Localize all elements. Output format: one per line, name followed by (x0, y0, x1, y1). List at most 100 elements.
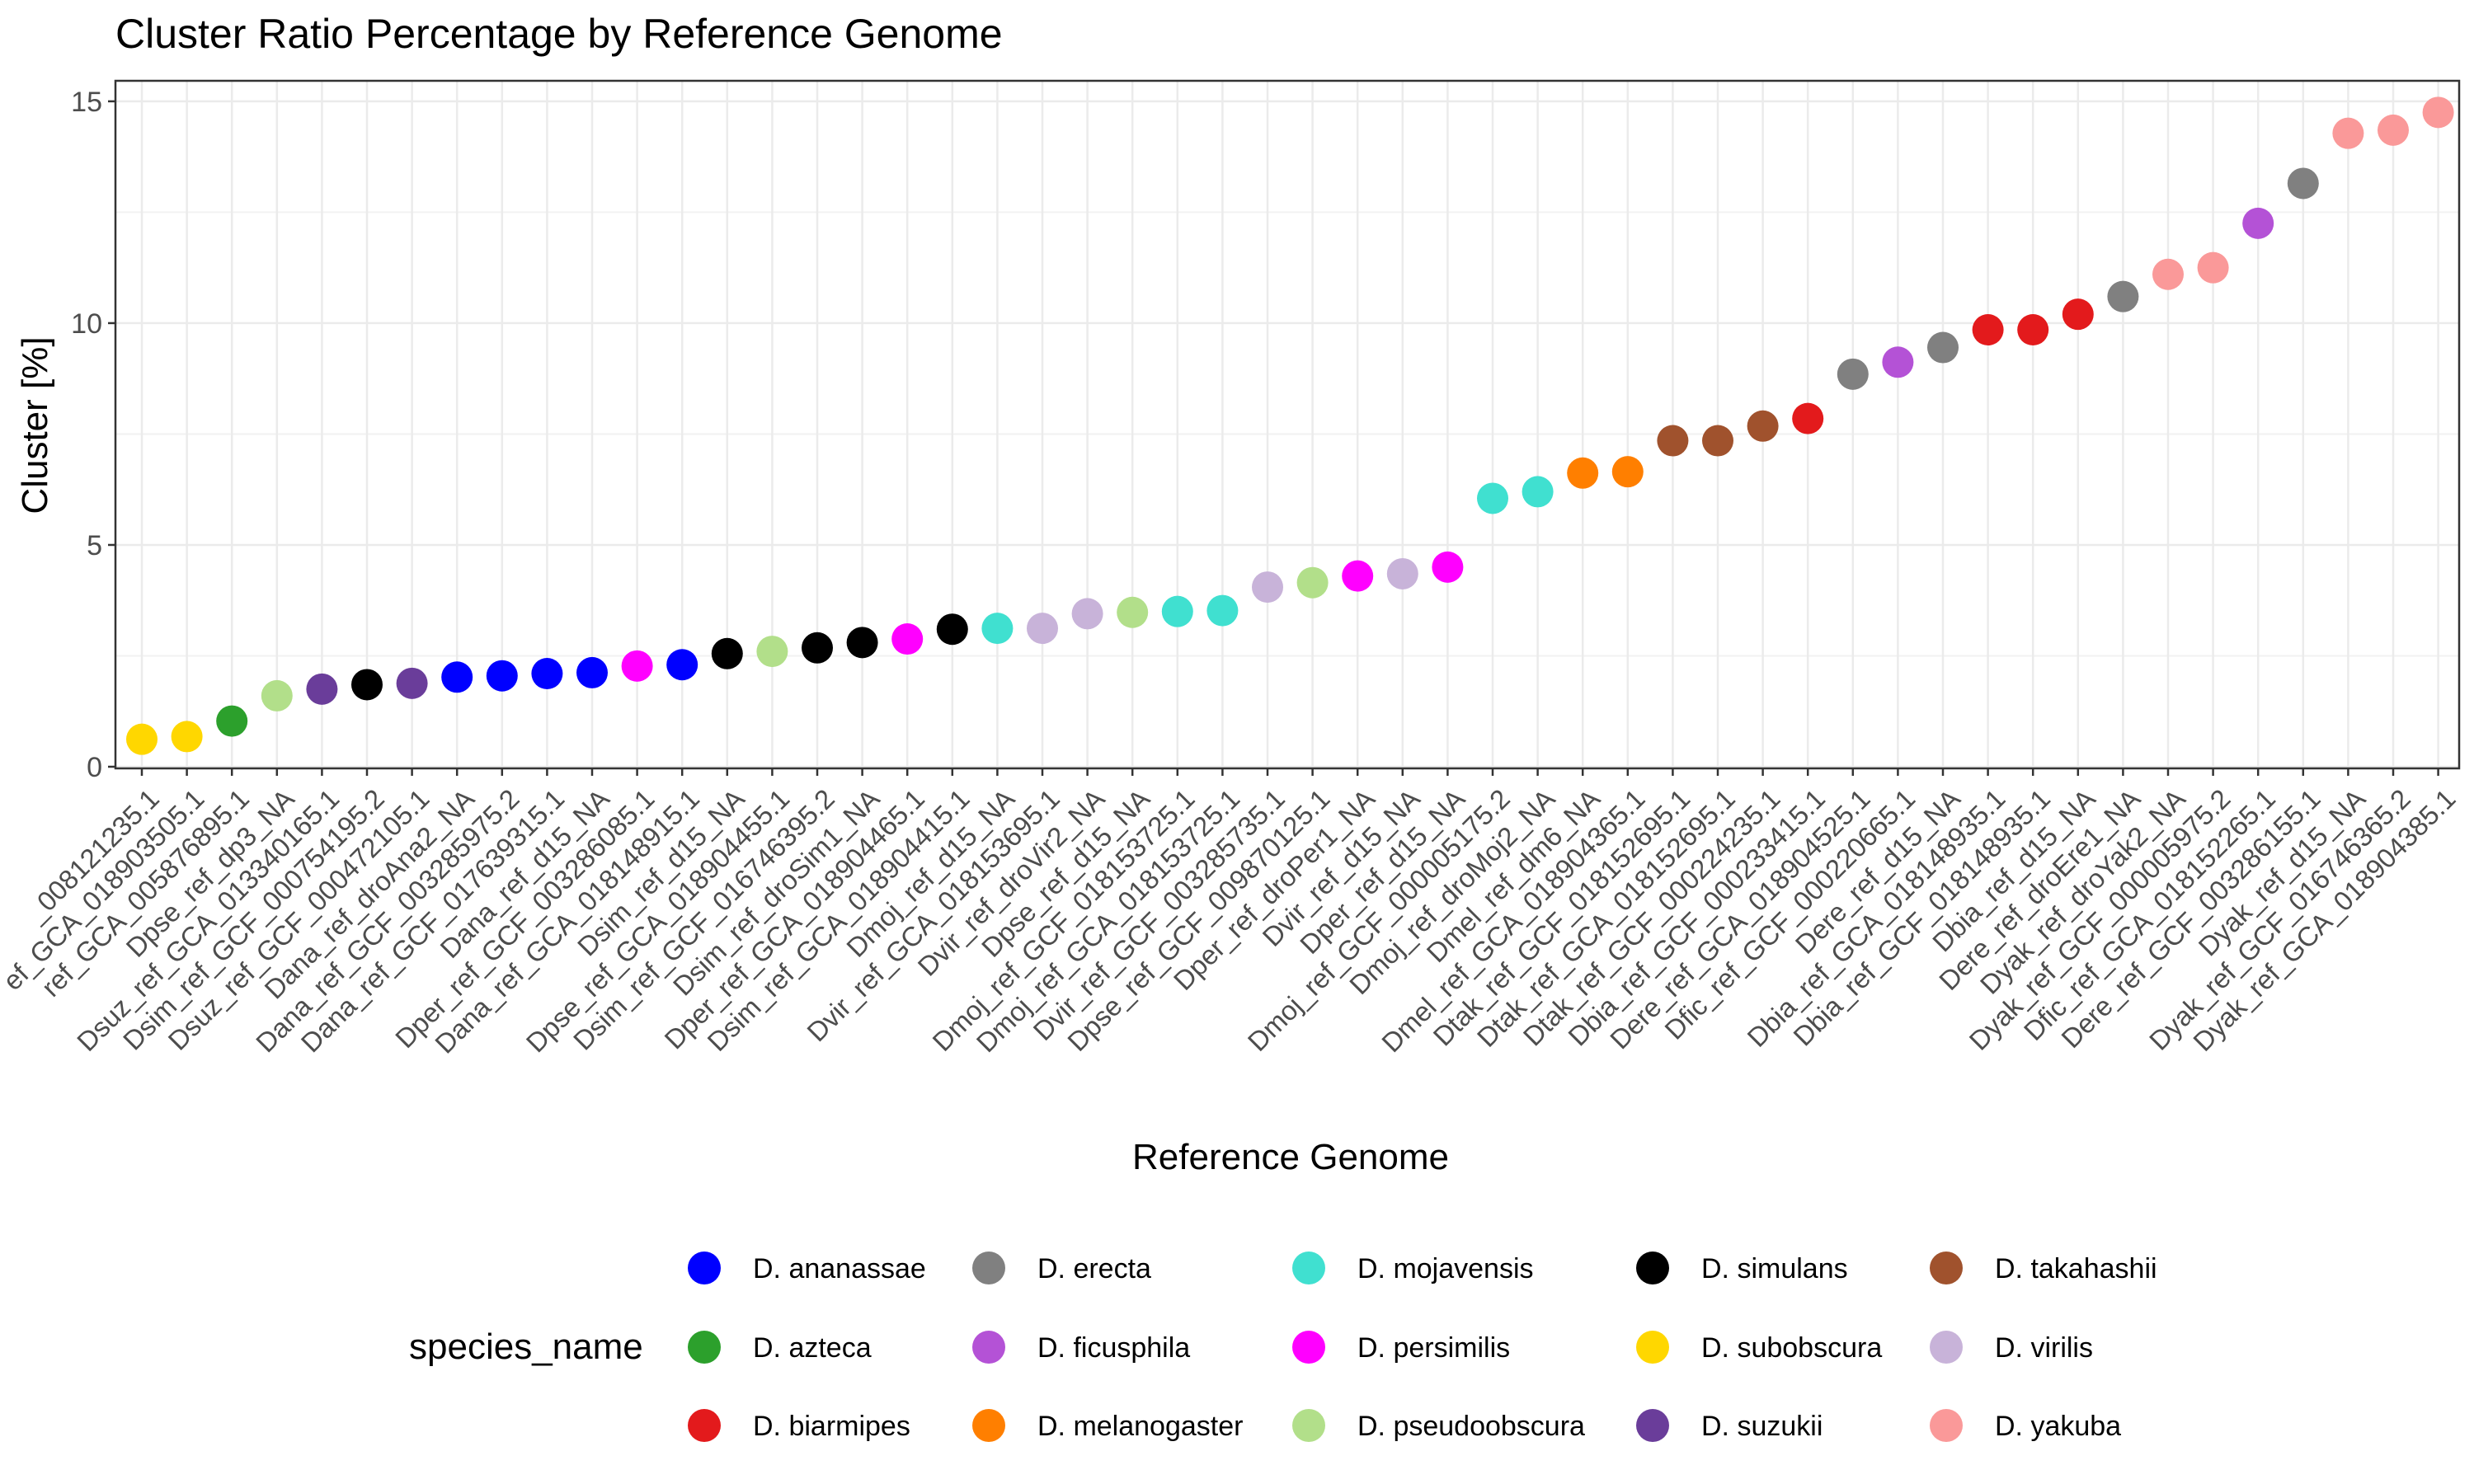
data-point (2332, 117, 2364, 149)
x-axis-title: Reference Genome (1132, 1137, 1449, 1177)
data-point (216, 705, 248, 737)
legend: species_name D. ananassae D. erecta D. moja… (409, 1252, 2157, 1442)
legend-item: D. ficusphila (972, 1331, 1190, 1364)
legend-label: D. ananassae (753, 1253, 926, 1284)
legend-marker (1636, 1331, 1669, 1364)
legend-marker (688, 1409, 721, 1442)
data-point (1882, 346, 1914, 378)
data-point (1296, 566, 1329, 599)
data-point (2152, 258, 2184, 290)
data-point (621, 650, 653, 682)
data-point (1972, 314, 2004, 346)
legend-label: D. virilis (1995, 1332, 2093, 1364)
data-point (261, 679, 293, 711)
legend-title: species_name (409, 1327, 643, 1367)
data-point (756, 636, 788, 668)
legend-marker (688, 1331, 721, 1364)
data-point (891, 623, 924, 655)
data-point (2287, 167, 2319, 200)
data-point (1792, 402, 1824, 434)
legend-marker (972, 1331, 1005, 1364)
data-point (2378, 114, 2409, 146)
data-point (1342, 560, 1374, 592)
legend-label: D. simulans (1701, 1253, 1848, 1284)
data-point (1432, 551, 1464, 583)
plot-panel (115, 81, 2459, 768)
data-point (802, 632, 833, 664)
legend-marker (1930, 1331, 1963, 1364)
data-point (351, 669, 383, 701)
legend-item: D. takahashii (1930, 1252, 2157, 1284)
legend-label: D. takahashii (1995, 1253, 2157, 1284)
data-point (2017, 314, 2049, 346)
data-point (1252, 571, 1283, 603)
data-point (1747, 410, 1779, 442)
data-point (486, 660, 518, 692)
legend-marker (1930, 1252, 1963, 1284)
legend-label: D. biarmipes (753, 1411, 910, 1442)
data-point (1567, 457, 1599, 489)
data-point (306, 673, 338, 705)
data-point (2107, 280, 2139, 312)
legend-item: D. pseudoobscura (1292, 1409, 1585, 1442)
data-point (711, 637, 743, 669)
legend-label: D. yakuba (1995, 1411, 2121, 1442)
data-point (1206, 594, 1239, 627)
legend-item: D. simulans (1636, 1252, 1848, 1284)
data-point (1657, 425, 1689, 457)
data-point (1522, 476, 1554, 508)
data-point (666, 649, 698, 681)
y-tick-label: 0 (87, 752, 102, 783)
legend-label: D. azteca (753, 1332, 872, 1364)
legend-marker (1292, 1331, 1325, 1364)
data-point (1702, 425, 1733, 457)
data-point (1927, 331, 1959, 364)
legend-label: D. melanogaster (1037, 1411, 1243, 1442)
data-point (2422, 96, 2454, 129)
data-point (936, 613, 968, 646)
data-point (1477, 482, 1508, 514)
chart-title: Cluster Ratio Percentage by Reference Ge… (115, 11, 1003, 57)
data-point (2242, 207, 2274, 239)
data-point (846, 627, 878, 659)
legend-marker (972, 1409, 1005, 1442)
legend-item: D. erecta (972, 1252, 1151, 1284)
data-point (441, 661, 473, 693)
legend-item: D. mojavensis (1292, 1252, 1534, 1284)
legend-label: D. erecta (1037, 1253, 1151, 1284)
data-point (2197, 251, 2229, 284)
y-tick-label: 10 (71, 308, 102, 340)
data-point (1837, 358, 1869, 390)
data-point (1611, 456, 1644, 488)
data-point (171, 721, 203, 753)
data-point (2062, 298, 2094, 331)
data-point (126, 723, 158, 755)
legend-label: D. pseudoobscura (1357, 1411, 1585, 1442)
data-point (1071, 598, 1103, 630)
plot-border (114, 79, 2461, 770)
legend-marker (1292, 1252, 1325, 1284)
legend-marker (1292, 1409, 1325, 1442)
y-tick-label: 15 (71, 87, 102, 118)
plot-layer: 0 5 10 15 (71, 79, 2461, 783)
data-point (396, 667, 428, 699)
x-tick-layer: _008121235.1ef_GCA_018903505.1ref_GCA_00… (0, 783, 2462, 1059)
data-point (531, 658, 563, 690)
data-point (1161, 595, 1193, 627)
data-point (1386, 557, 1418, 589)
legend-marker (972, 1252, 1005, 1284)
data-point (981, 613, 1014, 645)
y-axis-title: Cluster [%] (15, 336, 55, 514)
legend-item: D. azteca (688, 1331, 872, 1364)
legend-item: D. biarmipes (688, 1409, 910, 1442)
legend-marker (1930, 1409, 1963, 1442)
legend-label: D. mojavensis (1357, 1253, 1534, 1284)
legend-item: D. yakuba (1930, 1409, 2121, 1442)
legend-label: D. persimilis (1357, 1332, 1510, 1364)
legend-marker (1636, 1409, 1669, 1442)
legend-item: D. melanogaster (972, 1409, 1243, 1442)
legend-item: D. persimilis (1292, 1331, 1510, 1364)
data-point (1027, 613, 1058, 645)
legend-marker (1636, 1252, 1669, 1284)
